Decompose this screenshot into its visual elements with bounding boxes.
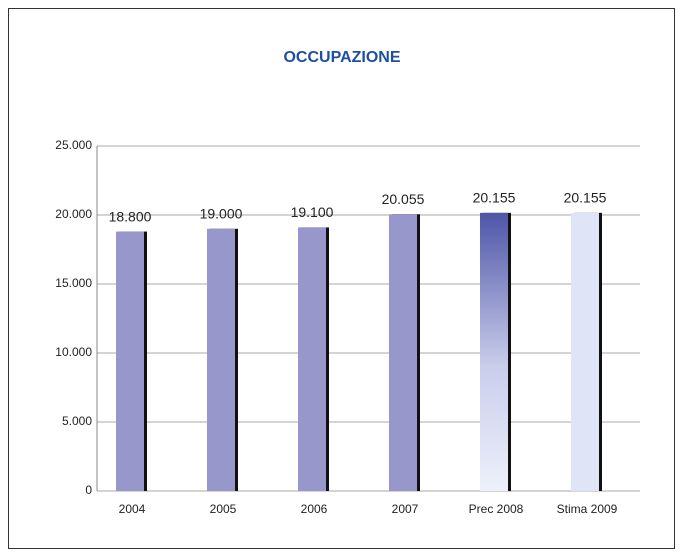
x-tick-label: 2005 — [210, 502, 237, 516]
bar — [298, 227, 326, 492]
frame — [8, 8, 675, 549]
bar — [207, 228, 235, 492]
value-label: 20.155 — [473, 190, 516, 206]
value-label: 19.000 — [200, 206, 243, 222]
x-tick-label: 2004 — [119, 502, 146, 516]
value-label: 18.800 — [109, 208, 152, 224]
value-label: 20.155 — [564, 190, 607, 206]
x-tick-label: 2006 — [301, 502, 328, 516]
y-tick-label: 0 — [85, 483, 92, 497]
y-tick-label: 10.000 — [55, 345, 92, 359]
bar — [116, 231, 144, 491]
y-tick-label: 20.000 — [55, 207, 92, 221]
bar — [389, 214, 417, 491]
bar — [480, 212, 508, 491]
x-tick-label: Stima 2009 — [557, 502, 618, 516]
y-tick-label: 5.000 — [62, 414, 92, 428]
bar — [571, 212, 599, 491]
value-label: 20.055 — [382, 191, 425, 207]
x-tick-label: 2007 — [392, 502, 419, 516]
chart-title: OCCUPAZIONE — [283, 49, 400, 66]
y-tick-label: 25.000 — [55, 138, 92, 152]
x-tick-label: Prec 2008 — [469, 502, 524, 516]
value-label: 19.100 — [291, 204, 334, 220]
y-tick-label: 15.000 — [55, 276, 92, 290]
